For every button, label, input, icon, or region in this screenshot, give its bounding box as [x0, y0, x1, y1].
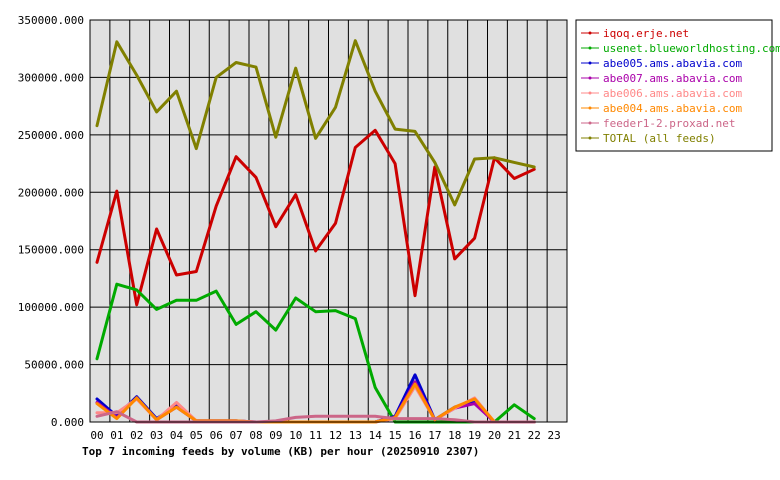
series-line-0	[95, 128, 536, 307]
y-tick-label: 100000.000	[18, 301, 84, 314]
x-tick-label: 18	[448, 429, 461, 442]
legend-marker	[588, 91, 592, 95]
legend-label: abe004.ams.abavia.com	[603, 102, 742, 115]
legend-marker	[588, 106, 592, 110]
y-tick-label: 0.000	[51, 416, 84, 429]
x-tick-label: 02	[130, 429, 143, 442]
x-tick-label: 07	[229, 429, 242, 442]
x-tick-label: 12	[329, 429, 342, 442]
x-tick-label: 05	[190, 429, 203, 442]
x-tick-label: 17	[428, 429, 441, 442]
y-tick-label: 300000.000	[18, 71, 84, 84]
y-tick-label: 350000.000	[18, 14, 84, 27]
legend-marker	[588, 76, 592, 80]
x-tick-label: 09	[269, 429, 282, 442]
legend-label: usenet.blueworldhosting.com	[603, 42, 780, 55]
legend-marker	[588, 31, 592, 35]
x-tick-label: 16	[408, 429, 421, 442]
legend: iqoq.erje.net usenet.blueworldhosting.com…	[575, 19, 780, 152]
legend-box	[575, 19, 773, 152]
legend-label: iqoq.erje.net	[603, 27, 689, 40]
x-tick-label: 14	[369, 429, 383, 442]
x-tick-label: 08	[249, 429, 262, 442]
x-tick-label: 15	[388, 429, 401, 442]
chart-title: Top 7 incoming feeds by volume (KB) per …	[82, 445, 479, 458]
legend-label: abe007.ams.abavia.com	[603, 72, 742, 85]
x-tick-label: 19	[468, 429, 481, 442]
x-tick-label: 23	[547, 429, 560, 442]
legend-label: abe006.ams.abavia.com	[603, 87, 742, 100]
y-tick-label: 150000.000	[18, 244, 84, 257]
y-tick-label: 200000.000	[18, 186, 84, 199]
x-tick-label: 10	[289, 429, 302, 442]
legend-marker	[588, 61, 592, 65]
x-tick-label: 21	[508, 429, 521, 442]
legend-marker	[588, 121, 592, 125]
x-tick-label: 22	[528, 429, 541, 442]
x-tick-label: 00	[90, 429, 103, 442]
x-tick-label: 03	[150, 429, 163, 442]
y-tick-label: 50000.000	[24, 359, 84, 372]
series-line-7	[95, 39, 536, 207]
x-tick-label: 01	[110, 429, 123, 442]
legend-marker	[588, 46, 592, 50]
y-tick-label: 250000.000	[18, 129, 84, 142]
y-axis-ticks: 0.000 50000.000 100000.000 150000.000 200000…	[18, 14, 84, 429]
x-tick-label: 04	[170, 429, 184, 442]
legend-label: abe005.ams.abavia.com	[603, 57, 742, 70]
legend-label: feeder1-2.proxad.net	[603, 117, 735, 130]
x-tick-label: 20	[488, 429, 501, 442]
x-tick-label: 11	[309, 429, 322, 442]
plot-frame	[89, 19, 568, 423]
legend-label: TOTAL (all feeds)	[603, 132, 716, 145]
legend-marker	[588, 136, 592, 140]
x-tick-label: 06	[210, 429, 223, 442]
x-axis-ticks: 00 01 02 03 04 05 06 07 08 09 10 11 12 13 14 15 16 17 18 19…	[90, 429, 560, 442]
x-tick-label: 13	[349, 429, 362, 442]
